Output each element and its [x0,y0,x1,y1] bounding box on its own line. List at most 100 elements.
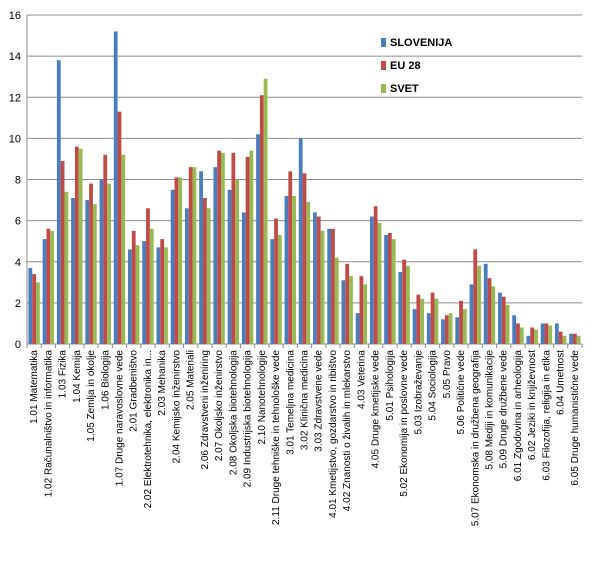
x-category-label: 2.02 Elektrotehnika, elektronika in... [143,350,154,508]
x-category-label: 3.01 Temeljna medicina [285,350,296,455]
bar-slovenija [327,228,332,344]
bar-slovenija [199,171,203,344]
bar-slovenija [483,263,488,344]
bar-eu-28 [202,198,207,344]
x-category-label: 5.04 Sociologija [428,350,439,421]
bar-svet [92,204,97,344]
bar-slovenija [28,267,33,344]
y-tick-label: 4 [15,257,21,269]
bar-eu-28 [402,259,407,344]
bar-slovenija [99,179,104,344]
bar-svet [334,257,339,344]
x-category-label: 6.03 Filozofija, religija in etika [541,350,552,481]
x-category-label: 6.04 Umetnost [556,350,567,415]
bar-eu-28 [160,239,165,344]
bar-svet [164,247,168,344]
x-category-label: 1.06 Biologija [100,350,111,410]
legend-label: EU 28 [390,60,421,72]
bar-eu-28 [331,228,335,344]
bar-svet [249,150,254,344]
bar-slovenija [412,309,417,344]
bar-eu-28 [316,216,321,344]
x-category-label: 1.05 Zemlja in okolje [86,350,97,442]
x-category-label: 2.07 Okoljsko inženirstvo [214,350,225,462]
bar-svet [391,239,396,344]
bar-svet [477,265,481,344]
bar-svet [78,148,83,344]
x-category-label: 3.03 Zdravstvene vede [314,350,325,452]
bar-eu-28 [473,249,478,344]
x-category-label: 6.01 Zgodovina in arheologija [513,350,524,482]
bar-eu-28 [501,296,506,344]
x-category-label: 5.02 Ekonomija in poslovne vede [399,350,410,497]
y-tick-label: 2 [15,298,21,310]
x-category-label: 5.08 Mediji in komunikacije [485,350,496,470]
bar-svet [64,191,69,344]
bar-eu-28 [217,150,222,344]
bar-eu-28 [274,218,278,344]
x-category-label: 5.03 Izobraževanje [413,350,424,435]
bar-eu-28 [416,294,421,344]
x-category-label: 2.10 Nanotehnologije [257,350,268,445]
bar-slovenija [71,198,75,344]
bar-svet [135,245,140,344]
x-category-label: 1.07 Druge naravoslovne vede [115,350,126,487]
bar-eu-28 [558,331,563,344]
bar-slovenija [455,317,460,344]
bar-eu-28 [32,274,37,344]
bar-svet [178,177,183,344]
y-tick-label: 6 [15,216,21,228]
x-category-label: 2.05 Materiali [186,350,197,410]
bar-svet [377,222,382,344]
x-category-label: 4.01 Kmetijstvo, gozdarstvo in ribištvo [328,350,339,518]
x-category-label: 1.01 Matematika [29,350,40,424]
bar-slovenija [128,249,132,344]
x-category-label: 4.05 Druge kmetijske vede [371,350,382,469]
x-category-label: 6.05 Druge humanistične vede [570,350,581,486]
bar-eu-28 [459,300,463,344]
x-category-label: 5.06 Politične vede [456,350,467,435]
x-category-label: 2.04 Kemijsko inženirstvo [171,350,182,464]
x-category-label: 5.05 Pravo [442,350,453,399]
bar-eu-28 [131,230,136,344]
bar-eu-28 [373,206,378,344]
bar-slovenija [498,292,502,344]
bar-svet [519,327,524,344]
x-category-label: 1.04 Kemija [72,350,83,403]
bar-slovenija [554,323,559,344]
bar-svet [50,230,55,344]
bar-eu-28 [231,152,236,344]
bar-svet [448,313,453,344]
bar-slovenija [426,313,431,344]
bar-svet [462,309,467,344]
bar-eu-28 [245,156,250,344]
x-category-label: 6.02 Jeziki in književnost [527,350,538,460]
bar-eu-28 [359,276,364,344]
legend: SLOVENIJA EU 28 SVET [381,37,452,95]
bar-svet [107,183,111,344]
bar-eu-28 [487,278,492,344]
bar-slovenija [398,272,403,344]
bar-eu-28 [345,263,350,344]
bar-svet [548,325,553,344]
bar-slovenija [512,315,517,344]
x-category-label: 1.02 Računalništvo in informatika [43,350,54,498]
bar-eu-28 [530,327,535,344]
bar-svet [576,335,581,344]
bar-slovenija [313,212,317,344]
bar-slovenija [42,239,47,344]
bar-slovenija [113,31,118,344]
bar-svet [121,154,126,344]
bar-slovenija [526,335,531,344]
x-category-label: 5.01 Psihologija [385,350,396,421]
x-category-label: 5.09 Druge družbene vede [499,350,510,469]
bar-eu-28 [544,323,549,344]
x-category-label: 5.07 Ekonomska in družbena geografija [470,350,481,527]
bar-svet [235,179,240,344]
bar-svet [263,78,268,345]
bar-eu-28 [302,173,307,344]
bar-slovenija [56,60,61,345]
bar-slovenija [284,195,289,344]
y-tick-label: 16 [9,10,21,22]
y-tick-label: 14 [9,51,21,63]
